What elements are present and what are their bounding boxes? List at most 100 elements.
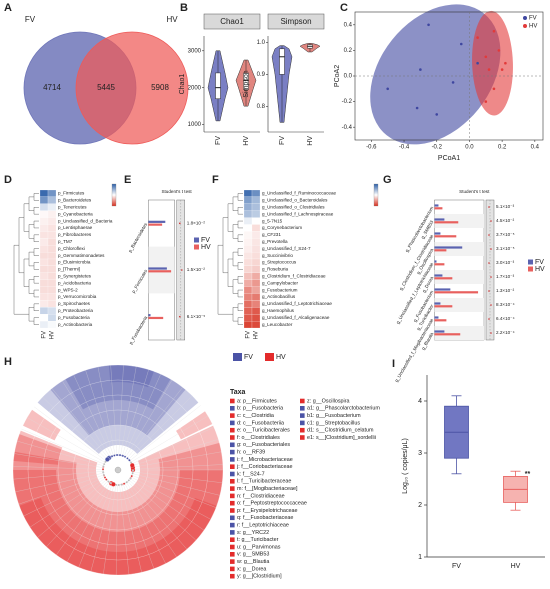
p-value: 4.5×10⁻² — [496, 218, 515, 223]
row-label: g_Clostridium_f_Clostridiaceae — [262, 273, 326, 278]
heat-cell — [251, 203, 261, 211]
node — [107, 480, 110, 483]
row-label: p_Elusimicrobia — [58, 260, 91, 265]
x-tick-label: FV — [215, 136, 222, 145]
legend-label: FV — [201, 237, 210, 244]
branch — [123, 484, 155, 569]
bar — [434, 277, 453, 280]
taxa-swatch — [230, 573, 235, 579]
taxa-label: h: o__RF39 — [237, 450, 265, 456]
heat-cell — [243, 314, 253, 322]
row-label: g_Roseburia — [262, 267, 288, 272]
row-label: g_Unclassified_o_Clostridiales — [262, 204, 325, 209]
row-label: p_TM7 — [58, 239, 73, 244]
venn-count: 5445 — [97, 83, 115, 92]
legend-label: FV — [529, 16, 537, 22]
heat-cell — [47, 314, 57, 322]
bar — [434, 319, 447, 322]
taxa-swatch — [230, 486, 235, 491]
heat-cell — [243, 272, 253, 280]
point — [500, 68, 504, 71]
branch — [13, 466, 104, 470]
taxa-label: i: f__Microbacteriaceae — [237, 457, 293, 463]
heat-cell — [39, 279, 49, 287]
taxa-swatch — [230, 493, 235, 499]
ci-point — [488, 234, 490, 236]
bar — [148, 220, 166, 223]
row-label: p_Proteobacteria — [58, 308, 93, 313]
branch — [128, 395, 193, 460]
branch — [127, 387, 183, 459]
branch — [37, 479, 107, 538]
heat-cell — [243, 265, 253, 273]
heat-cell — [47, 203, 57, 211]
taxa-swatch — [300, 427, 305, 433]
node — [131, 472, 134, 475]
panel-label: B — [180, 2, 188, 14]
p-value: 3.0×10⁻³ — [496, 260, 515, 265]
node — [102, 470, 105, 474]
branch — [23, 476, 105, 517]
taxa-swatch — [230, 449, 235, 455]
heat-cell — [47, 238, 57, 246]
heat-cell — [39, 258, 49, 267]
branch — [132, 439, 219, 466]
facet-strip — [203, 13, 261, 30]
branch — [34, 406, 107, 462]
row-label: p_Fibrobacteres — [58, 232, 92, 237]
bar — [434, 235, 457, 238]
confidence-ellipse — [472, 10, 513, 116]
point — [419, 68, 422, 71]
p-value: 1.5×10⁻² — [187, 267, 206, 272]
branch — [17, 440, 104, 466]
branch — [132, 473, 220, 496]
branch — [129, 479, 197, 541]
y-tick-label: 1 — [418, 554, 422, 561]
row-label: g_Unclassified_f_Leptotrichiaceae — [262, 301, 332, 306]
branch — [122, 369, 149, 456]
venn-count: 4714 — [43, 83, 61, 92]
node — [116, 453, 119, 457]
heat-cell — [243, 224, 253, 232]
row-label: p_Tenericutes — [58, 204, 87, 209]
taxa-swatch — [230, 508, 235, 513]
heat-cell — [39, 252, 49, 260]
branch — [120, 366, 137, 456]
row-label: g_Unclassified_f_S24-7 — [262, 246, 311, 251]
heat-cell — [39, 196, 49, 204]
panel-label: F — [212, 174, 219, 186]
node — [113, 454, 116, 457]
heat-cell — [47, 307, 57, 315]
branch — [78, 483, 113, 568]
branch — [129, 405, 201, 461]
ci-point — [488, 318, 490, 320]
heat-cell — [243, 293, 253, 301]
dendrogram — [217, 245, 233, 315]
branch — [90, 484, 115, 572]
row-band — [434, 298, 484, 312]
ci-point — [490, 276, 492, 278]
branch — [51, 388, 109, 459]
row-label: p_Gemmatimonadetes — [58, 253, 105, 258]
heat-cell — [39, 293, 49, 301]
y-tick-label: 0.0 — [344, 74, 353, 80]
heat-cell — [47, 293, 57, 301]
row-label: g_Prevotella — [262, 239, 288, 244]
box — [243, 72, 249, 90]
heat-cell — [251, 217, 261, 225]
node — [125, 481, 128, 484]
legend-label: HV — [535, 266, 545, 273]
heat-cell — [39, 272, 49, 280]
heat-cell — [47, 252, 57, 260]
panel-label: G — [383, 174, 392, 186]
taxa-swatch — [300, 420, 305, 426]
taxa-swatch — [230, 398, 235, 404]
branch — [13, 471, 104, 480]
bar — [434, 260, 437, 263]
p-value: 1.8×10⁻² — [187, 221, 206, 226]
bar — [434, 305, 453, 308]
legend-label: HV — [201, 244, 211, 251]
legend-swatch — [194, 237, 199, 243]
clade-highlight — [65, 364, 171, 410]
heat-cell — [39, 189, 49, 198]
